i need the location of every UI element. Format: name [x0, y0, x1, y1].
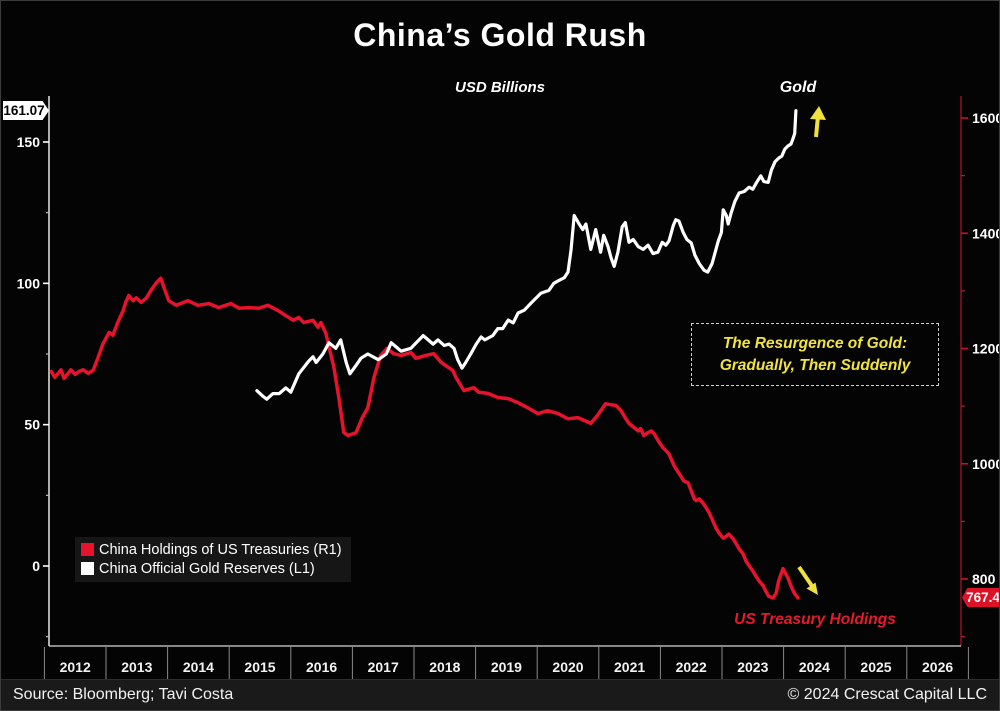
x-axis-year-label: 2023 [737, 659, 768, 675]
x-axis-year-label: 2020 [552, 659, 583, 675]
chart-plot-area: 0 50 100 150 800 1000 1200 1400 1600 2012 2013 2014… [17, 96, 1000, 680]
legend-label-treasuries: China Holdings of US Treasuries (R1) [99, 541, 342, 558]
x-axis-year-label: 2016 [306, 659, 337, 675]
right-axis-tick-label: 1400 [972, 225, 1000, 241]
callout-line-1: The Resurgence of Gold: [722, 334, 908, 352]
left-axis-tick-label: 150 [17, 134, 41, 150]
callout-line-2: Gradually, Then Suddenly [719, 356, 911, 374]
x-axis-year-label: 2013 [121, 659, 152, 675]
gold-swatch-icon [81, 562, 94, 575]
treasuries-swatch-icon [81, 543, 94, 556]
right-axis-tick-label: 1000 [972, 456, 1000, 472]
left-axis-tick-label: 0 [32, 558, 40, 574]
x-axis-year-label: 2014 [183, 659, 214, 675]
x-axis-year-label: 2015 [244, 659, 275, 675]
treasury-last-value-tag: 767.4 [962, 588, 999, 607]
chart-units-subtitle: USD Billions [454, 79, 545, 96]
legend-item-gold: China Official Gold Reserves (L1) [81, 559, 342, 578]
x-axis-year-label: 2021 [614, 659, 645, 675]
treasury-holdings-line [49, 276, 800, 600]
right-axis-tick-label: 1600 [972, 110, 1000, 126]
legend-label-gold: China Official Gold Reserves (L1) [99, 560, 315, 577]
left-axis-tick-label: 50 [24, 417, 40, 433]
legend-item-treasuries: China Holdings of US Treasuries (R1) [81, 540, 342, 559]
treasury-series-label: US Treasury Holdings [734, 611, 896, 628]
footer-source: Source: Bloomberg; Tavi Costa [13, 686, 234, 703]
resurgence-callout: The Resurgence of Gold: Gradually, Then … [691, 323, 939, 386]
x-axis-year-label: 2025 [860, 659, 891, 675]
left-axis-tick-label: 100 [17, 275, 41, 291]
x-axis-year-label: 2019 [491, 659, 522, 675]
gold-last-value-tag: 161.07 [3, 101, 49, 120]
footer-bar: Source: Bloomberg; Tavi Costa © 2024 Cre… [1, 679, 999, 710]
legend: China Holdings of US Treasuries (R1) Chi… [75, 537, 351, 582]
treasury-down-arrow-icon [795, 561, 823, 604]
gold-up-arrow-icon [805, 103, 829, 146]
x-axis-year-label: 2012 [60, 659, 91, 675]
footer-copyright: © 2024 Crescat Capital LLC [787, 686, 987, 703]
chart-title: China’s Gold Rush [353, 17, 647, 53]
x-axis-year-label: 2022 [676, 659, 707, 675]
gold-series-label: Gold [779, 79, 817, 96]
x-axis-year-label: 2018 [429, 659, 460, 675]
right-axis-tick-label: 800 [972, 571, 996, 587]
gold-reserves-line [255, 109, 798, 401]
x-axis-year-label: 2026 [922, 659, 953, 675]
right-axis-tick-label: 1200 [972, 341, 1000, 357]
x-axis-year-label: 2024 [799, 659, 830, 675]
x-axis-year-label: 2017 [368, 659, 399, 675]
